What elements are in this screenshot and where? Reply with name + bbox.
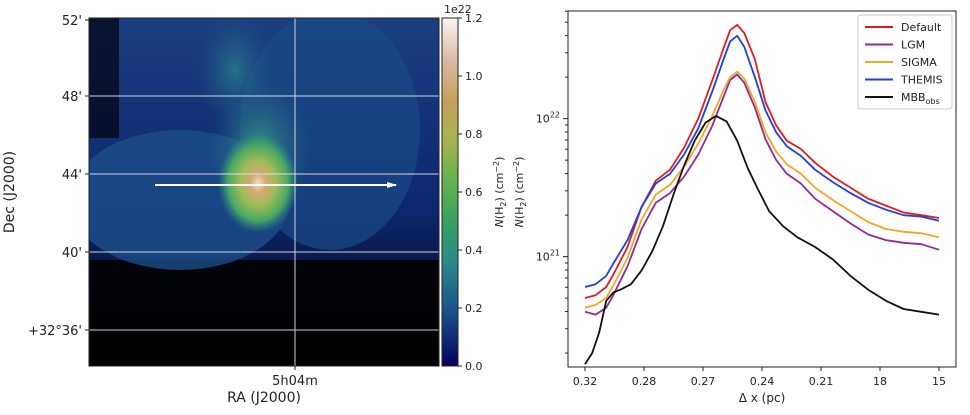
map-y-tick-label-4: +32°36' (28, 324, 82, 339)
legend-label-3: THEMIS (900, 74, 943, 87)
map-x-tick-label-0: 5h04m (272, 374, 318, 389)
profile-plot: 1022 1021 0.32 0.28 0.27 0.24 0.21 18 15 Δ x (p… (512, 10, 957, 405)
map-x-axis-label: RA (J2000) (227, 390, 301, 406)
colorbar-tick-label-5: 1.0 (465, 70, 483, 83)
map-frame (88, 17, 440, 367)
series-line-themis (584, 34, 940, 288)
series-line-lgm (584, 73, 940, 316)
colorbar-tick-label-3: 0.6 (465, 186, 483, 199)
map-grid (89, 18, 439, 366)
series-line-mbb-obs (584, 115, 940, 365)
colorbar-multiplier: 1e22 (444, 3, 472, 16)
plot-x-ticks: 0.32 0.28 0.27 0.24 0.21 18 15 (573, 367, 946, 388)
map-x-ticks: 5h04m (272, 366, 318, 389)
legend-label-1: LGM (901, 39, 925, 52)
map-y-tick-label-2: 44' (62, 168, 82, 183)
colorbar-tick-label-1: 0.2 (465, 302, 483, 315)
column-density-map: 52' 48' 44' 40' +32°36' 5h04m RA (J2000) Dec… (2, 14, 440, 406)
colorbar-ticks: 0.0 0.2 0.4 0.6 0.8 1.0 1.2 (458, 12, 483, 373)
legend-label-4: MBBobs (901, 91, 940, 106)
colorbar-label: N(H2) (cm−2) (492, 157, 508, 228)
legend-box (857, 14, 953, 110)
plot-x-tick-label-2: 0.27 (691, 375, 716, 388)
plot-x-tick-label-5: 18 (873, 375, 887, 388)
series-lines (584, 23, 940, 365)
plot-y-ticks: 1022 1021 (536, 10, 568, 354)
plot-x-tick-label-3: 0.24 (750, 375, 775, 388)
plot-x-tick-label-0: 0.32 (573, 375, 598, 388)
plot-x-tick-label-6: 15 (932, 375, 946, 388)
series-line-default (584, 23, 940, 299)
colorbar-tick-label-4: 0.8 (465, 128, 483, 141)
colorbar-tick-label-6: 1.2 (465, 12, 483, 25)
map-dark-region (89, 260, 439, 366)
map-y-tick-label-3: 40' (62, 246, 82, 261)
plot-x-tick-label-4: 0.21 (809, 375, 834, 388)
colorbar-tick-label-2: 0.4 (465, 244, 483, 257)
legend: Default LGM SIGMA THEMIS MBBobs (857, 14, 953, 110)
map-dark-patch (89, 18, 119, 138)
plot-y-tick-label-1: 1021 (536, 249, 560, 264)
legend-label-0: Default (901, 21, 942, 34)
series-line-sigma (584, 70, 940, 309)
plot-x-axis-label: Δ x (pc) (739, 391, 786, 405)
map-y-tick-label-0: 52' (62, 14, 82, 29)
colorbar: 0.0 0.2 0.4 0.6 0.8 1.0 1.2 1e22 N(H2) (cm−2) (441, 3, 508, 373)
map-y-axis-label: Dec (J2000) (2, 151, 18, 233)
plot-y-tick-label-0: 1022 (536, 111, 560, 126)
map-y-tick-label-1: 48' (62, 90, 82, 105)
map-y-ticks: 52' 48' 44' 40' +32°36' (28, 14, 89, 339)
plot-y-axis-label: N(H2) (cm−2) (512, 157, 528, 228)
colorbar-gradient (441, 17, 459, 367)
map-dense-core (218, 133, 298, 233)
colorbar-tick-label-0: 0.0 (465, 360, 483, 373)
legend-label-2: SIGMA (901, 56, 937, 69)
plot-x-tick-label-1: 0.28 (632, 375, 657, 388)
